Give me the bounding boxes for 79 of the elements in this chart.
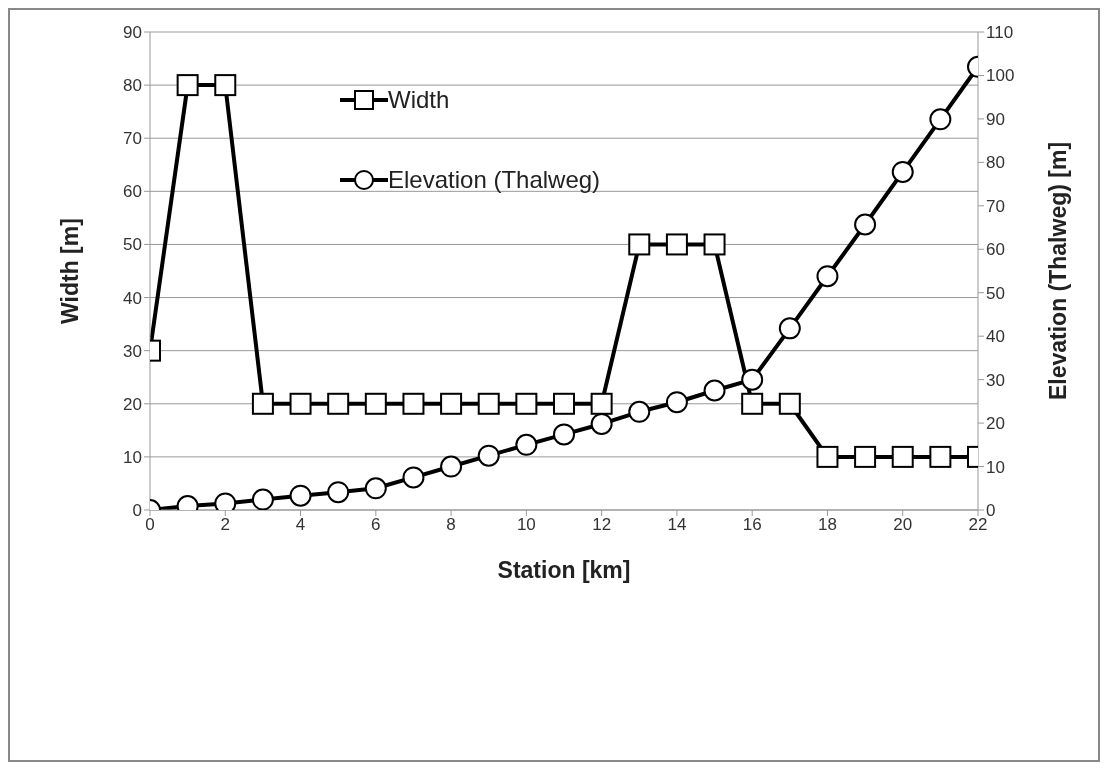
y2-tick-label: 70 bbox=[986, 196, 1005, 216]
x-tick-label: 20 bbox=[893, 515, 913, 535]
y2-tick-label: 10 bbox=[986, 457, 1005, 477]
point bbox=[929, 445, 952, 468]
point bbox=[327, 481, 350, 504]
point bbox=[477, 392, 500, 415]
y2-tick-label: 30 bbox=[986, 370, 1005, 390]
point bbox=[816, 265, 839, 288]
y2-tick-label: 50 bbox=[986, 283, 1005, 303]
y2-tick-label: 20 bbox=[986, 414, 1005, 434]
x-tick-label: 6 bbox=[371, 515, 381, 535]
x-tick-label: 8 bbox=[446, 515, 456, 535]
x-tick-label: 14 bbox=[667, 515, 687, 535]
x-tick-label: 10 bbox=[516, 515, 536, 535]
point bbox=[327, 392, 350, 415]
point bbox=[590, 412, 613, 435]
y-tick-label: 60 bbox=[123, 182, 142, 202]
y2-tick-label: 40 bbox=[986, 327, 1005, 347]
point bbox=[364, 477, 387, 500]
point bbox=[628, 400, 651, 423]
point bbox=[515, 392, 538, 415]
y2-tick-label: 110 bbox=[986, 23, 1014, 43]
y-tick-label: 70 bbox=[123, 129, 142, 149]
point bbox=[590, 392, 613, 415]
y-tick-label: 10 bbox=[123, 447, 142, 467]
y2-tick-label: 60 bbox=[986, 240, 1005, 260]
point bbox=[477, 444, 500, 467]
point bbox=[214, 74, 237, 97]
point bbox=[289, 392, 312, 415]
point bbox=[778, 317, 801, 340]
point bbox=[364, 392, 387, 415]
point bbox=[553, 392, 575, 415]
y-tick-label: 90 bbox=[123, 23, 142, 43]
x-tick-label: 16 bbox=[742, 515, 762, 535]
point bbox=[553, 423, 575, 446]
point bbox=[176, 74, 199, 97]
point bbox=[289, 484, 312, 507]
point bbox=[251, 488, 274, 510]
x-tick-label: 2 bbox=[220, 515, 231, 535]
point bbox=[440, 455, 463, 478]
y2-tick-label: 80 bbox=[986, 153, 1005, 173]
y-tick-label: 0 bbox=[132, 501, 142, 521]
y2-tick-label: 0 bbox=[986, 501, 996, 521]
y-tick-label: 20 bbox=[123, 394, 142, 414]
point bbox=[665, 233, 688, 256]
legend-label: Width bbox=[388, 86, 450, 114]
point bbox=[402, 466, 425, 489]
point bbox=[929, 108, 952, 131]
point bbox=[402, 392, 425, 415]
y-tick-label: 50 bbox=[123, 235, 142, 255]
point bbox=[854, 213, 877, 236]
point bbox=[665, 391, 688, 414]
point bbox=[515, 433, 538, 456]
point bbox=[741, 368, 764, 391]
point bbox=[778, 392, 801, 415]
x-tick-label: 12 bbox=[592, 515, 612, 535]
y-axis-title: Width [m] bbox=[57, 218, 84, 324]
x-tick-label: 4 bbox=[295, 515, 306, 535]
point bbox=[251, 392, 274, 415]
point bbox=[816, 445, 839, 468]
y-tick-label: 40 bbox=[123, 288, 142, 308]
point bbox=[703, 233, 726, 256]
point bbox=[628, 233, 651, 256]
y-tick-label: 30 bbox=[123, 341, 142, 361]
x-tick-label: 0 bbox=[145, 515, 155, 535]
point bbox=[854, 445, 877, 468]
point bbox=[891, 445, 914, 468]
y-tick-label: 80 bbox=[123, 76, 142, 96]
point bbox=[440, 392, 463, 415]
x-axis-title: Station [km] bbox=[497, 557, 631, 583]
point bbox=[741, 392, 764, 415]
y2-tick-label: 90 bbox=[986, 109, 1005, 129]
x-tick-label: 18 bbox=[817, 515, 837, 535]
legend-label: Elevation (Thalweg) bbox=[388, 166, 601, 194]
point bbox=[703, 379, 726, 402]
y2-tick-label: 100 bbox=[986, 66, 1015, 86]
x-tick-label: 22 bbox=[968, 515, 988, 535]
point bbox=[891, 160, 914, 183]
y2-axis-title: Elevation (Thalweg) [m] bbox=[1045, 141, 1072, 401]
